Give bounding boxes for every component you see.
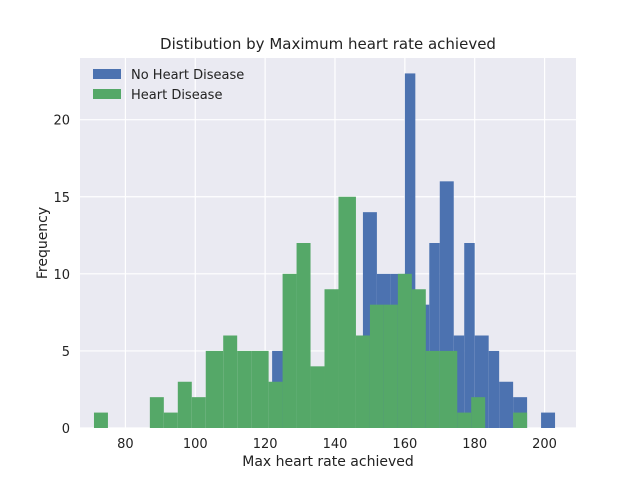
y-tick-label: 5: [62, 345, 70, 360]
chart-title: Distibution by Maximum heart rate achiev…: [160, 35, 496, 53]
y-tick-labels: 0 5 10 15 20: [53, 114, 70, 437]
bar-heart-disease: [338, 196, 356, 428]
bar-heart-disease: [411, 289, 426, 428]
x-axis-label: Max heart rate achieved: [242, 454, 413, 470]
legend-swatch-heart-disease: [93, 89, 121, 99]
bar-heart-disease: [282, 273, 297, 428]
bar-heart-disease: [383, 304, 398, 428]
bar-heart-disease: [397, 273, 412, 428]
bars-heart-disease: [93, 196, 528, 428]
bar-heart-disease: [513, 412, 528, 428]
legend-label-heart-disease: Heart Disease: [131, 88, 222, 103]
bar-heart-disease: [471, 397, 486, 428]
x-tick-labels: 80 100 120 140 160 180 200: [117, 437, 557, 452]
y-tick-label: 0: [62, 422, 70, 437]
bar-no-heart-disease: [488, 350, 500, 428]
x-tick-label: 140: [323, 437, 348, 452]
bar-no-heart-disease: [453, 335, 465, 428]
bar-no-heart-disease: [499, 381, 514, 428]
bar-heart-disease: [324, 289, 339, 428]
bar-heart-disease: [191, 397, 206, 428]
legend: No Heart Disease Heart Disease: [93, 68, 244, 103]
y-tick-label: 20: [53, 114, 70, 129]
bar-no-heart-disease: [541, 412, 556, 428]
x-tick-label: 120: [253, 437, 278, 452]
bar-heart-disease: [163, 412, 178, 428]
y-tick-label: 15: [53, 191, 70, 206]
bar-heart-disease: [93, 412, 108, 428]
legend-swatch-no-heart-disease: [93, 69, 121, 79]
bar-heart-disease: [296, 243, 311, 428]
bar-no-heart-disease: [464, 243, 475, 428]
x-tick-label: 180: [462, 437, 487, 452]
legend-label-no-heart-disease: No Heart Disease: [131, 68, 244, 83]
bar-heart-disease: [205, 350, 224, 428]
bar-heart-disease: [439, 350, 458, 428]
bar-heart-disease: [355, 335, 370, 428]
bar-no-heart-disease: [429, 243, 440, 428]
bar-heart-disease: [425, 350, 440, 428]
bar-heart-disease: [149, 397, 164, 428]
bar-no-heart-disease: [404, 73, 416, 429]
bar-heart-disease: [237, 350, 252, 428]
x-tick-label: 160: [392, 437, 417, 452]
x-tick-label: 200: [532, 437, 557, 452]
x-tick-label: 80: [117, 437, 134, 452]
y-tick-label: 10: [53, 268, 70, 283]
bar-heart-disease: [369, 304, 384, 428]
bar-heart-disease: [177, 381, 192, 428]
y-axis-label: Frequency: [35, 207, 51, 279]
bar-heart-disease: [457, 412, 472, 428]
bar-heart-disease: [268, 381, 283, 428]
bar-heart-disease: [223, 335, 238, 428]
bar-heart-disease: [251, 350, 269, 428]
x-tick-label: 100: [183, 437, 208, 452]
bar-heart-disease: [310, 366, 325, 428]
